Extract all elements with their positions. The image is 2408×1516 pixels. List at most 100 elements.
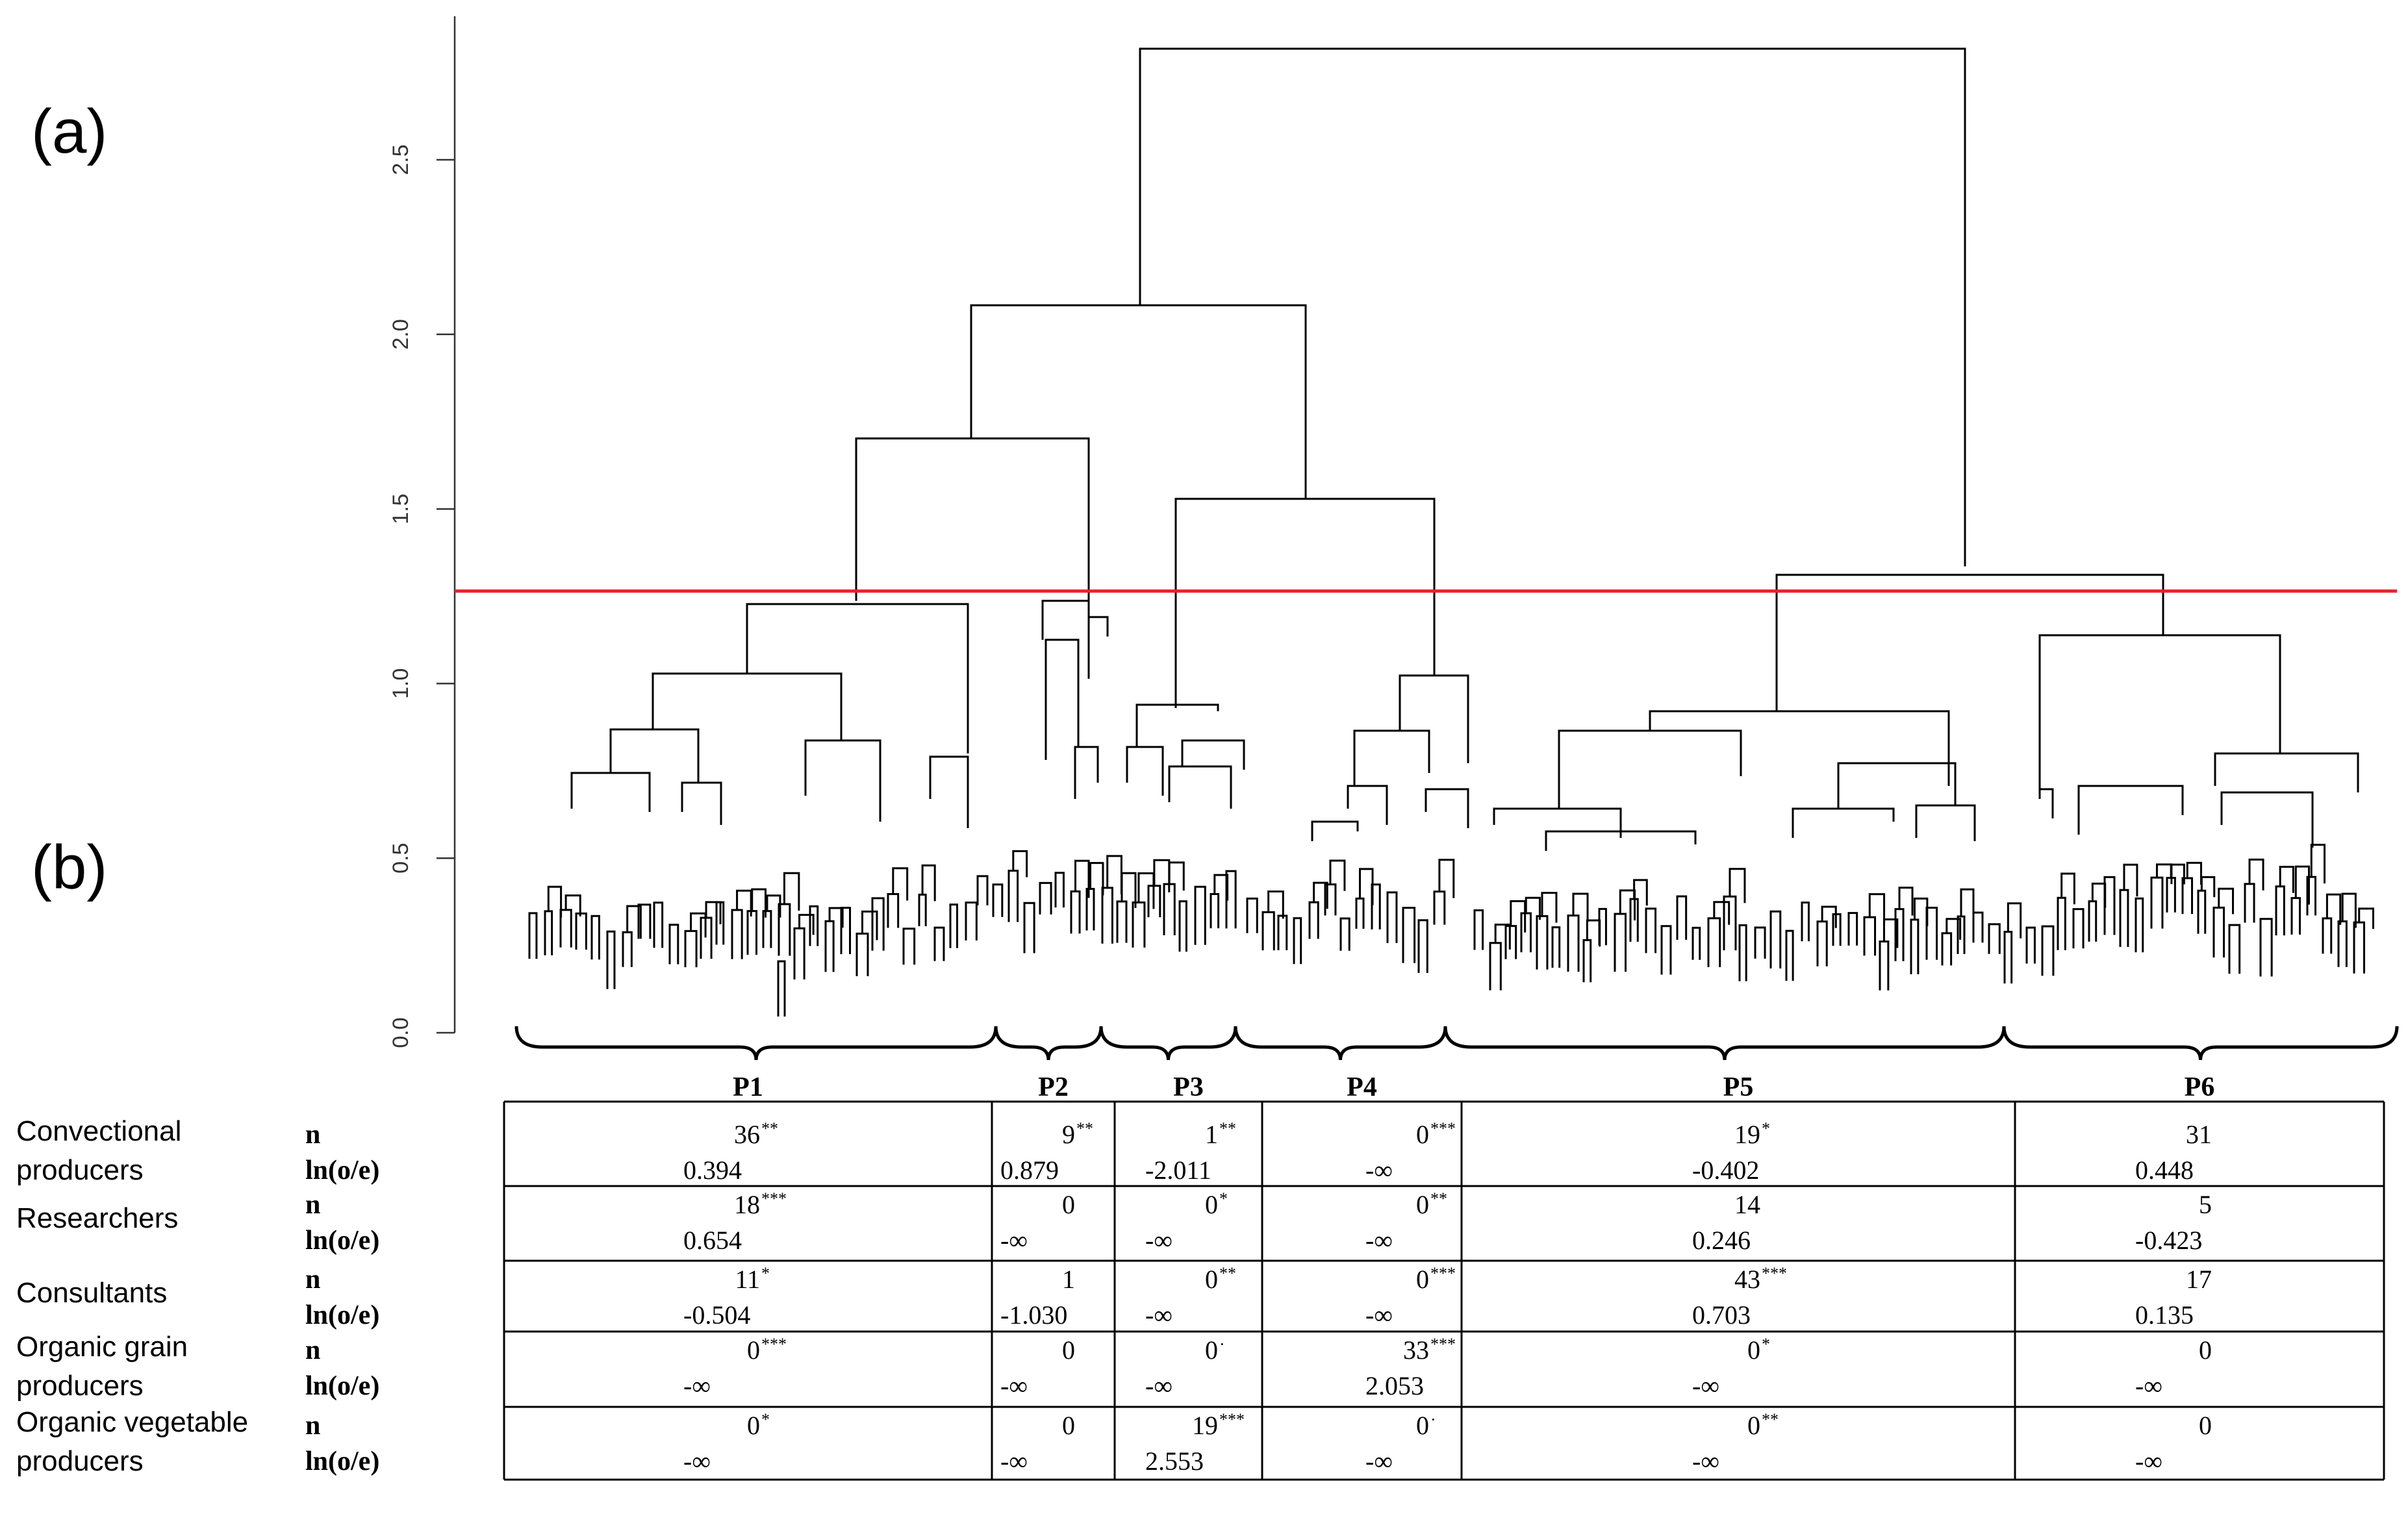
dendrogram-branch [705,901,722,924]
row-label-ln: ln(o/e) [305,1300,379,1330]
ln-value: -2.011 [1145,1156,1211,1185]
dendrogram-branch [1738,924,1747,981]
dendrogram-branch [1707,917,1721,967]
dendrogram-branch [1132,901,1146,948]
dendrogram-branch [2038,788,2054,818]
significance-mark: · [1219,1335,1225,1354]
dendrogram-branch [2353,921,2365,974]
dendrogram-branch [1012,850,1028,878]
y-axis: 0.0 0.5 1.0 1.5 2.0 2.5 [388,16,456,1048]
row-label-ln: ln(o/e) [305,1226,379,1256]
dendrogram-branch [2025,926,2036,964]
significance-mark: ** [1219,1264,1236,1283]
dendrogram-branch [1582,939,1592,983]
ln-value: -∞ [683,1371,711,1400]
dendrogram-branch [1898,887,1914,916]
dendrogram-branch [2275,885,2285,936]
group-name: Researchers [16,1202,178,1234]
dendrogram-branch [766,894,781,918]
dendrogram-branch [1801,902,1810,942]
dendrogram-branch [575,912,587,950]
significance-mark: ** [1219,1119,1236,1138]
dendrogram-branch [1525,896,1541,920]
dendrogram-branch [1339,917,1350,951]
dendrogram-branch [1386,891,1398,943]
dendrogram-branch [564,894,581,916]
dendrogram-branch [1359,868,1374,905]
cluster-header: P5 [1723,1072,1754,1102]
dendrogram-branch [1174,498,1436,708]
significance-mark: · [1430,1410,1436,1429]
dendrogram-branch [1116,900,1128,943]
dendrogram-branch [1915,804,1976,841]
dendrogram-branch [1558,729,1742,809]
dendrogram-branch [1277,915,1288,950]
dendrogram-branch [606,930,616,989]
dendrogram-branch [855,437,1090,679]
dendrogram-branch [1785,929,1794,981]
ln-value: 0.703 [1692,1300,1751,1330]
dendrogram-branch [2310,844,2326,884]
dendrogram-branch [731,909,743,959]
dendrogram-branch [929,755,969,828]
dendrogram-branch [1567,914,1580,972]
dendrogram-branch [1293,917,1302,965]
dendrogram-branch [1551,926,1561,968]
n-value: 1 [1205,1120,1218,1149]
n-value: 0 [2199,1411,2212,1440]
significance-mark: * [1219,1189,1228,1208]
dendrogram-branch [1054,872,1065,908]
dendrogram-branch [828,907,844,928]
dendrogram-branch [2091,882,2107,908]
dendrogram-branch [1267,891,1284,919]
dendrogram-branch [2218,887,2235,915]
dendrogram-branch [861,910,878,941]
dendrogram-branch [1139,47,1966,566]
significance-mark: *** [1762,1264,1787,1283]
n-value: 0 [1205,1265,1218,1294]
significance-mark: * [1762,1335,1770,1354]
dendrogram-branch [1425,788,1469,828]
dendrogram-branch [1633,879,1648,906]
dendrogram-branch [2279,866,2294,893]
ln-value: -1.030 [1000,1300,1067,1330]
dendrogram-branch [1371,883,1381,929]
n-value: 0 [1062,1335,1075,1365]
dendrogram-branch [1536,915,1549,970]
cluster-brace [1234,1026,1447,1061]
dendrogram-branch [700,916,713,959]
ln-value: 2.053 [1365,1371,1424,1400]
row-label-ln: ln(o/e) [305,1156,379,1185]
dendrogram-branch [1313,881,1328,909]
significance-mark: *** [761,1335,787,1354]
dendrogram-branch [736,889,752,916]
dendrogram-branch [1194,885,1206,945]
dendrogram-branch [1041,600,1090,640]
row-label-n: n [305,1190,320,1220]
dendrogram-branch [949,903,959,948]
dendrogram-branch [1153,859,1171,892]
n-value: 1 [1062,1265,1075,1294]
dendrogram-branch [2186,861,2203,885]
dendrogram-branch [1614,913,1627,972]
ln-value: -∞ [1145,1226,1172,1255]
dendrogram-branch [2322,917,2333,954]
dendrogram-branch [840,907,852,955]
y-tick-label: 0.0 [388,1017,413,1048]
significance-mark: ** [1076,1119,1093,1138]
dendrogram-branch [1087,616,1109,640]
significance-mark: * [1762,1119,1770,1138]
dendrogram-branch [1913,897,1929,926]
dendrogram-branch [1417,919,1428,973]
dendrogram-branch [2341,892,2357,928]
dendrogram-branch [933,926,945,961]
panel-label-a: (a) [31,97,107,166]
dendrogram-branch [681,781,722,825]
dendrogram-branch [1126,746,1164,796]
dendrogram-branch [2248,858,2264,891]
significance-mark: *** [1430,1335,1456,1354]
dendrogram-branch [1433,891,1446,925]
dendrogram-branch [2166,877,2176,913]
dendrogram-branch [1586,919,1601,947]
